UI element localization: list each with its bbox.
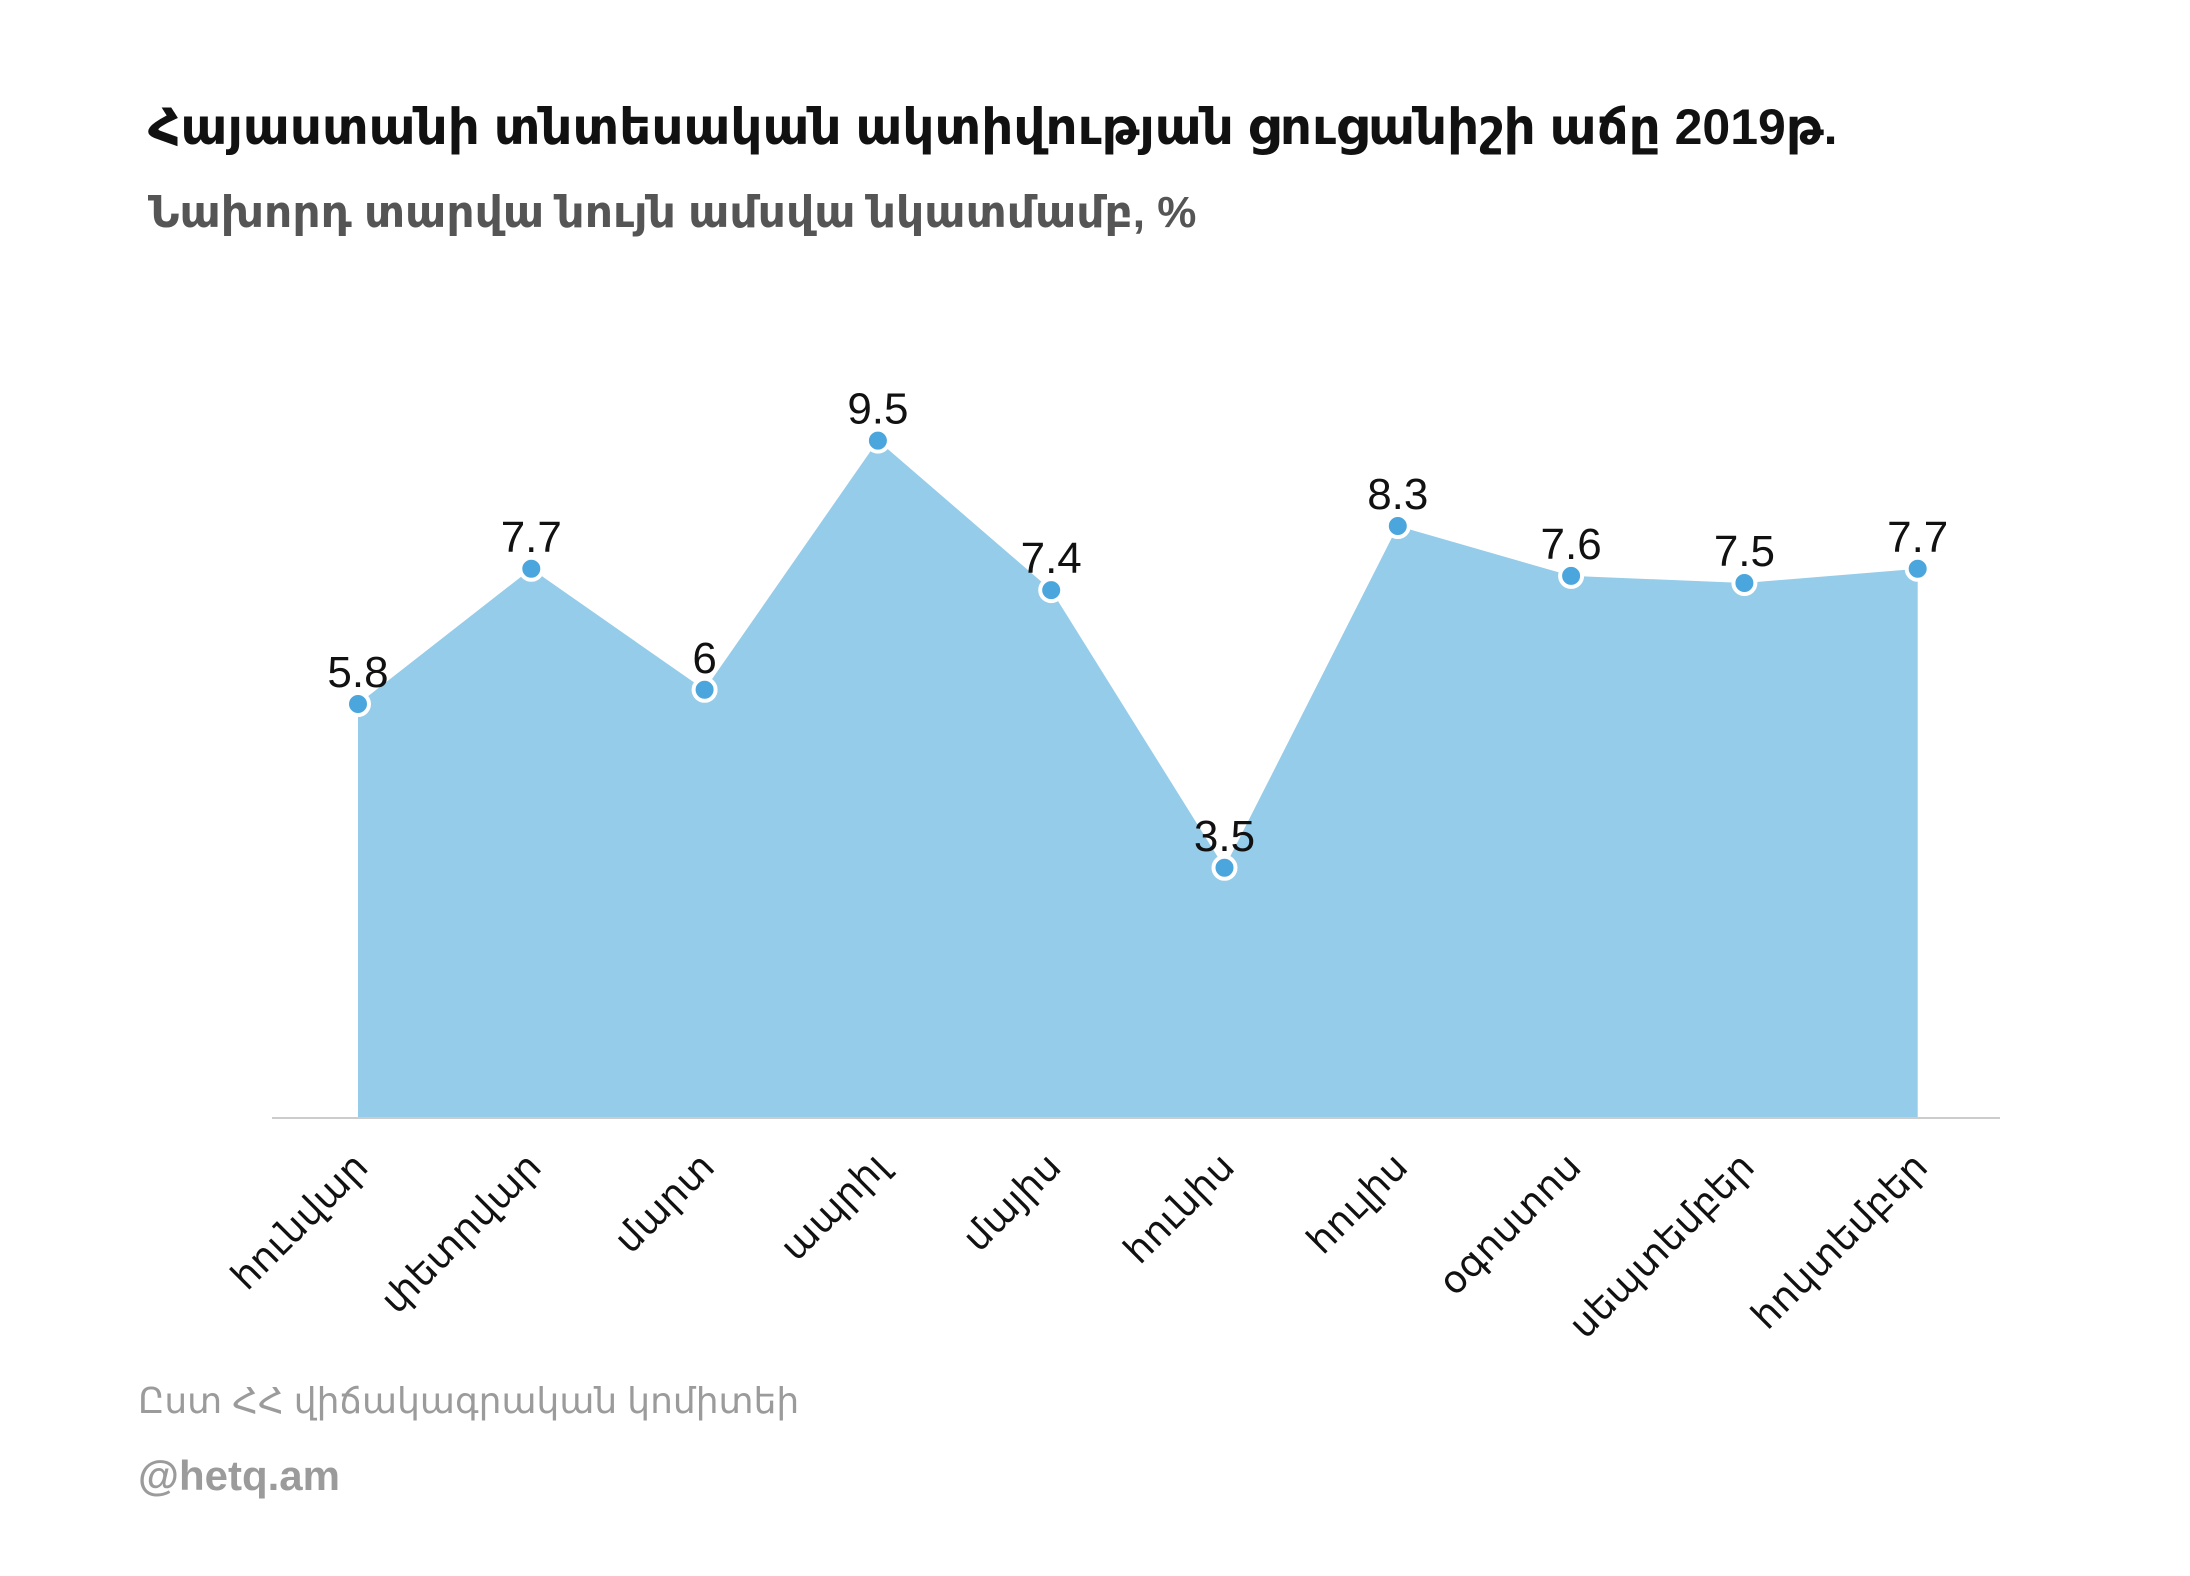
- x-tick-label: ապրիլ: [773, 1144, 898, 1269]
- data-label: 7.6: [1541, 520, 1602, 569]
- data-point: [345, 691, 371, 718]
- x-tick-label: հոկտեմբեր: [1744, 1146, 1936, 1338]
- x-tick-label: սեպտեմբեր: [1562, 1146, 1763, 1347]
- chart-title: Հայաստանի տնտեսական ակտիվության ցուցանիշ…: [148, 99, 1838, 155]
- x-tick-label: հուլիս: [1299, 1146, 1416, 1263]
- x-tick-label: փետրվար: [373, 1146, 549, 1322]
- data-point: [1558, 562, 1585, 589]
- data-label: 8.3: [1367, 470, 1428, 519]
- data-label: 7.4: [1021, 534, 1082, 583]
- data-label: 7.7: [501, 513, 562, 562]
- x-tick-label: մարտ: [607, 1146, 723, 1262]
- data-label-layer: 5.8 7.7 6 9.5 7.4 3.5 8.3 7.6 7.5 7.7: [327, 385, 1948, 861]
- x-tick-label: մայիս: [955, 1146, 1069, 1260]
- area-layer: [358, 440, 1918, 1118]
- data-point: [1904, 555, 1931, 582]
- data-point: [1384, 513, 1411, 540]
- data-point: [518, 555, 545, 582]
- source-note: Ըստ ՀՀ վիճակագրական կոմիտեի: [138, 1380, 800, 1421]
- data-label: 9.5: [847, 385, 908, 434]
- data-label: 6: [692, 634, 716, 683]
- data-point: [1038, 577, 1065, 604]
- series-area: [358, 440, 1918, 1118]
- data-point: [864, 427, 891, 454]
- x-tick-label: օգոստոս: [1431, 1146, 1589, 1304]
- data-label: 7.7: [1887, 513, 1948, 562]
- data-label: 3.5: [1194, 812, 1255, 861]
- data-point: [1731, 570, 1758, 596]
- x-tick-label: հունվար: [224, 1146, 377, 1299]
- data-label: 7.5: [1714, 527, 1775, 576]
- data-point: [691, 676, 718, 703]
- marker-layer: [345, 427, 1931, 881]
- data-point: [1211, 854, 1238, 881]
- chart-subtitle: Նախորդ տարվա նույն ամսվա նկատմամբ, %: [148, 188, 1197, 237]
- x-tick-label: հունիս: [1116, 1146, 1243, 1273]
- data-label: 5.8: [327, 648, 388, 697]
- brand-credit: @hetq.am: [138, 1452, 340, 1499]
